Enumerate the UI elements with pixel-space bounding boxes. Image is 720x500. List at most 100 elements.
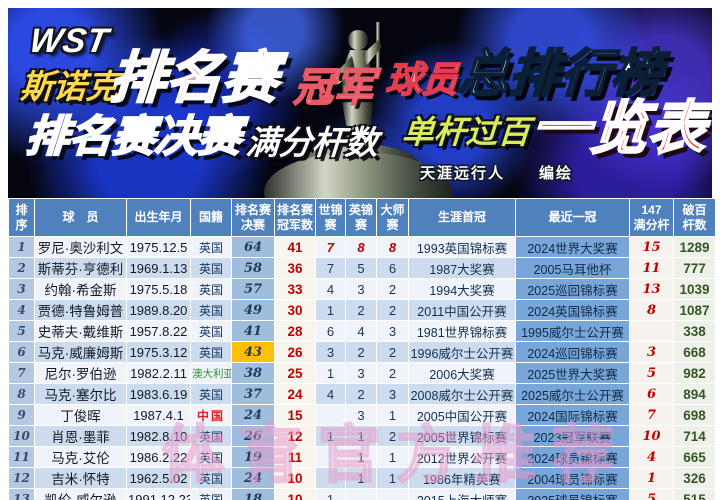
- table-row: 7 尼尔·罗伯逊 1982.2.11 澳大利亚 38 25 1 3 2 2006大奖赛 2025世界…: [8, 362, 716, 384]
- cell-world: 1: [315, 425, 346, 447]
- cell-uk: 3: [345, 404, 377, 426]
- cell-name: 约翰·希金斯: [34, 278, 127, 300]
- banner-text-centuries: 单杆过百: [400, 114, 532, 150]
- cell-maxes: 11: [629, 257, 674, 279]
- cell-first: 2006大奖赛: [408, 362, 516, 384]
- cell-born: 1983.6.19: [126, 383, 191, 405]
- column-header-uk: 英锦 赛: [345, 198, 377, 237]
- cell-uk: 5: [345, 257, 377, 279]
- cell-nat: 英国: [190, 425, 232, 447]
- cell-nat: 英国: [190, 446, 232, 468]
- cell-masters: 3: [376, 320, 409, 342]
- cell-maxes: [629, 320, 674, 342]
- cell-first: 1996威尔士公开赛: [408, 341, 516, 363]
- cell-born: 1986.2.22: [126, 446, 191, 468]
- cell-finals: 41: [231, 320, 275, 342]
- cell-rank: 12: [8, 467, 35, 489]
- cell-uk: [345, 488, 377, 500]
- cell-world: 7: [315, 257, 346, 279]
- table-row: 9 丁俊晖 1987.4.1 中国 24 15 3 1 2005中国公开赛 2024国际锦标赛 7 6…: [8, 404, 716, 426]
- cell-maxes: 5: [629, 362, 674, 384]
- cell-masters: 2: [376, 299, 409, 321]
- cell-nat: 澳大利亚: [190, 362, 232, 384]
- cell-masters: 2: [376, 362, 409, 384]
- cell-rank: 1: [8, 236, 35, 258]
- cell-masters: 1: [376, 446, 409, 468]
- cell-masters: 2: [376, 425, 409, 447]
- banner-text-snooker: 斯诺克: [18, 68, 121, 105]
- cell-maxes: 13: [629, 278, 674, 300]
- cell-last: 2024巡回锦标赛: [515, 341, 630, 363]
- cell-centuries: 338: [673, 320, 716, 342]
- cell-masters: 2: [376, 341, 409, 363]
- cell-titles: 26: [274, 341, 316, 363]
- trophy-image: [264, 22, 452, 198]
- cell-born: 1989.8.20: [126, 299, 191, 321]
- cell-maxes: 15: [629, 236, 674, 258]
- cell-masters: 8: [376, 236, 409, 258]
- cell-first: 1987大奖赛: [408, 257, 516, 279]
- cell-first: 2008威尔士公开赛: [408, 383, 516, 405]
- cell-last: 2024英国锦标赛: [515, 299, 630, 321]
- cell-centuries: 982: [673, 362, 716, 384]
- cell-maxes: 8: [629, 299, 674, 321]
- cell-uk: 3: [345, 362, 377, 384]
- cell-centuries: 665: [673, 446, 716, 468]
- cell-name: 史蒂夫·戴维斯: [34, 320, 127, 342]
- cell-finals: 37: [231, 383, 275, 405]
- ranking-table: 排 序 球 员 出生年月 国籍 排名赛 决赛 排名赛 冠军数 世锦 赛 英锦 赛…: [8, 198, 716, 500]
- cell-last: 1995威尔士公开赛: [515, 320, 630, 342]
- cell-rank: 6: [8, 341, 35, 363]
- cell-born: 1969.1.13: [126, 257, 191, 279]
- cell-born: 1957.8.22: [126, 320, 191, 342]
- cell-nat: 英国: [190, 467, 232, 489]
- cell-born: 1991.12.23: [126, 488, 191, 500]
- table-row: 3 约翰·希金斯 1975.5.18 英国 57 33 4 3 2 1994大奖赛 2025巡回锦标…: [8, 278, 716, 300]
- column-header-first-title: 生涯首冠: [408, 198, 516, 237]
- cell-centuries: 714: [673, 425, 716, 447]
- column-header-nationality: 国籍: [190, 198, 232, 237]
- table-row: 12 吉米·怀特 1962.5.02 英国 24 10 1 1 1986年精英赛 2004球员锦标…: [8, 467, 716, 489]
- wst-logo: WST: [26, 22, 112, 60]
- cell-titles: 41: [274, 236, 316, 258]
- cell-name: 马克·威廉姆斯: [34, 341, 127, 363]
- cell-world: 1: [315, 488, 346, 500]
- table-row: 1 罗尼·奥沙利文 1975.12.5 英国 64 41 7 8 8 1993英国锦标赛 2024世…: [8, 236, 716, 258]
- cell-last: 2025威尔士公开赛: [515, 383, 630, 405]
- cell-last: 2005马耳他杯: [515, 257, 630, 279]
- cell-uk: 8: [345, 236, 377, 258]
- cell-titles: 10: [274, 467, 316, 489]
- cell-first: 2015上海大师赛: [408, 488, 516, 500]
- cell-born: 1982.8.10: [126, 425, 191, 447]
- author-credit: 天涯远行人 编绘: [420, 165, 574, 182]
- cell-born: 1975.5.18: [126, 278, 191, 300]
- cell-name: 丁俊晖: [34, 404, 127, 426]
- cell-maxes: 3: [629, 341, 674, 363]
- banner-text-ranking-finals: 排名赛决赛: [23, 112, 243, 162]
- cell-world: [315, 446, 346, 468]
- cell-last: 2024世界大奖赛: [515, 236, 630, 258]
- cell-last: 2023冠军联赛: [515, 425, 630, 447]
- cell-name: 罗尼·奥沙利文: [34, 236, 127, 258]
- cell-born: 1962.5.02: [126, 467, 191, 489]
- cell-titles: 36: [274, 257, 316, 279]
- cell-uk: 2: [345, 299, 377, 321]
- cell-born: 1975.3.12: [126, 341, 191, 363]
- column-header-titles: 排名赛 冠军数: [274, 198, 316, 237]
- cell-uk: 4: [345, 320, 377, 342]
- cell-rank: 4: [8, 299, 35, 321]
- cell-maxes: 1: [629, 467, 674, 489]
- cell-first: 1981世界锦标赛: [408, 320, 516, 342]
- cell-finals: 38: [231, 362, 275, 384]
- cell-nat: 英国: [190, 257, 232, 279]
- cell-finals: 26: [231, 425, 275, 447]
- cell-uk: 1: [345, 467, 377, 489]
- cell-titles: 33: [274, 278, 316, 300]
- cell-centuries: 515: [673, 488, 716, 500]
- cell-nat: 英国: [190, 299, 232, 321]
- cell-world: 1: [315, 362, 346, 384]
- cell-titles: 10: [274, 488, 316, 500]
- column-header-masters: 大师 赛: [376, 198, 409, 237]
- cell-world: 7: [315, 236, 346, 258]
